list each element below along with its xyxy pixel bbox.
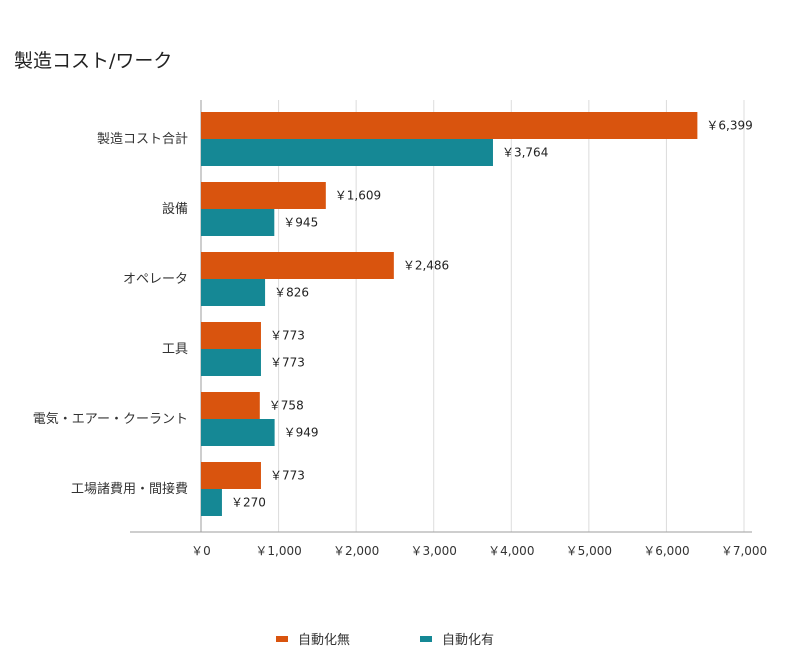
x-tick-label: ￥6,000 xyxy=(643,544,689,558)
x-tick-label: ￥7,000 xyxy=(721,544,767,558)
data-label: ￥270 xyxy=(231,496,266,510)
x-tick-label: ￥0 xyxy=(191,544,211,558)
bar-series-1 xyxy=(201,392,260,419)
category-label: 工具 xyxy=(162,342,188,357)
data-label: ￥3,764 xyxy=(502,146,548,160)
category-label: 工場諸費用・間接費 xyxy=(71,481,188,497)
legend-label-series-1: 自動化無 xyxy=(298,633,351,648)
data-label: ￥773 xyxy=(270,329,305,343)
bar-series-2 xyxy=(201,209,275,236)
data-label: ￥2,486 xyxy=(403,259,449,273)
data-label: ￥826 xyxy=(274,286,309,300)
category-label: 電気・エアー・クーラント xyxy=(33,411,188,427)
bar-series-2 xyxy=(201,139,493,166)
bar-series-2 xyxy=(201,349,261,376)
x-tick-label: ￥2,000 xyxy=(333,544,379,558)
chart-title: 製造コスト/ワーク xyxy=(14,50,173,72)
x-tick-label: ￥5,000 xyxy=(566,544,612,558)
legend-label-series-2: 自動化有 xyxy=(442,633,495,648)
category-label: 設備 xyxy=(162,201,188,217)
data-label: ￥773 xyxy=(270,356,305,370)
data-label: ￥945 xyxy=(283,216,318,230)
x-tick-label: ￥1,000 xyxy=(255,544,301,558)
legend-swatch-series-1 xyxy=(276,635,288,642)
legend: 自動化無 自動化有 xyxy=(0,629,790,649)
data-label: ￥949 xyxy=(284,426,319,440)
data-label: ￥758 xyxy=(269,399,304,413)
data-label: ￥6,399 xyxy=(706,119,752,133)
x-tick-label: ￥3,000 xyxy=(411,544,457,558)
legend-item-series-1: 自動化無 xyxy=(276,629,350,648)
bar-series-1 xyxy=(201,322,261,349)
bar-series-2 xyxy=(201,419,275,446)
data-label: ￥773 xyxy=(270,469,305,483)
bar-series-1 xyxy=(201,462,261,489)
bar-series-1 xyxy=(201,182,326,209)
bar-series-1 xyxy=(201,252,394,279)
bar-series-2 xyxy=(201,489,222,516)
bar-series-1 xyxy=(201,112,698,139)
data-label: ￥1,609 xyxy=(335,189,381,203)
category-label: 製造コスト合計 xyxy=(97,131,188,147)
legend-swatch-series-2 xyxy=(420,635,432,642)
bar-series-2 xyxy=(201,279,266,306)
x-tick-label: ￥4,000 xyxy=(488,544,534,558)
legend-item-series-2: 自動化有 xyxy=(420,629,494,648)
category-label: オペレータ xyxy=(123,272,188,287)
